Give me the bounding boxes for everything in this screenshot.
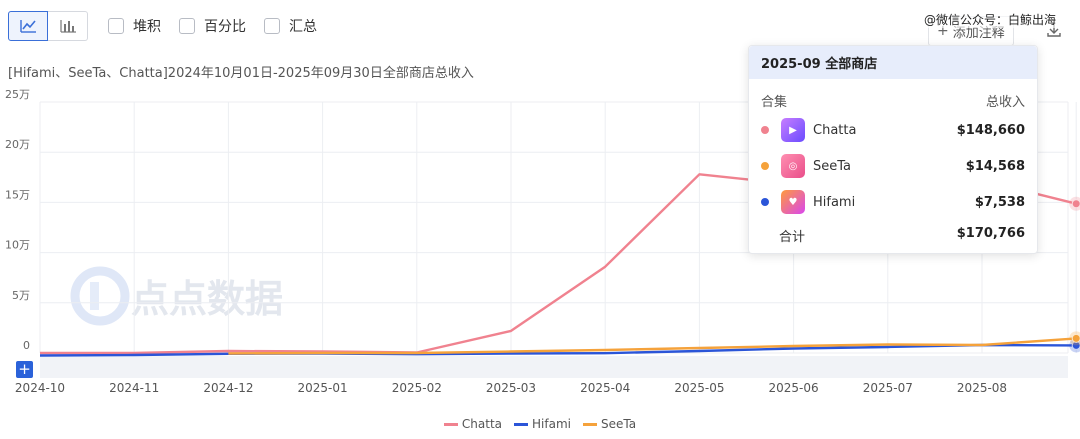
plus-icon: + [937, 23, 949, 39]
y-tick-label: 0 [23, 339, 30, 352]
x-tick-label: 2025-08 [957, 381, 1007, 395]
brand-watermark-text: 点点数据 [131, 277, 283, 321]
tooltip-row-seeta: ◎ SeeTa $14,568 [749, 153, 1037, 179]
legend-swatch [582, 422, 597, 426]
tooltip-row-value: $7,538 [974, 194, 1025, 210]
x-axis: 2024-10 2024-11 2024-12 2025-01 2025-02 2025-… [15, 381, 1007, 395]
percentage-checkbox[interactable]: 百分比 [179, 16, 246, 36]
tooltip-row-name: Hifami [813, 194, 856, 210]
legend-item[interactable]: Hifami [514, 417, 571, 431]
y-tick-label: 5万 [12, 289, 30, 302]
y-tick-label: 20万 [5, 138, 30, 151]
legend-item[interactable]: SeeTa [582, 417, 637, 431]
chatta-app-icon: ▶ [781, 118, 805, 142]
stacked-checkbox[interactable]: 堆积 [108, 16, 161, 36]
tooltip-row-value: $14,568 [965, 158, 1025, 174]
line-chart-toggle[interactable] [8, 11, 48, 41]
tooltip-row-name: SeeTa [813, 158, 852, 174]
wechat-watermark: @微信公众号：白鲸出海 [924, 11, 1057, 28]
stacked-label: 堆积 [133, 19, 161, 35]
series-line-hifami [39, 343, 1077, 357]
tooltip-columns: 合集 总收入 [749, 79, 1037, 110]
chart-subtitle: [Hifami、SeeTa、Chatta]2024年10月01日-2025年09… [8, 66, 474, 81]
series-dot [761, 198, 769, 206]
checkbox-box[interactable] [179, 18, 195, 34]
series-line-seeta [228, 337, 1077, 355]
tooltip-row-chatta: ▶ Chatta $148,660 [749, 117, 1037, 143]
data-point-halo [1069, 196, 1080, 211]
range-slider[interactable] [40, 356, 1068, 378]
tooltip-row-value: $148,660 [956, 122, 1025, 138]
data-point [1071, 199, 1080, 209]
legend-label: Hifami [532, 417, 571, 431]
tooltip-total-label: 合计 [779, 230, 806, 245]
data-point-halo [1069, 331, 1080, 346]
x-tick-label: 2025-04 [580, 381, 630, 395]
chart-legend: Chatta Hifami SeeTa [0, 417, 1080, 431]
y-tick-label: 25万 [5, 88, 30, 101]
tooltip-col-right: 总收入 [985, 95, 1025, 110]
data-tooltip: 2025-09 全部商店 合集 总收入 ▶ Chatta $148,660 ◎ … [748, 45, 1038, 254]
tooltip-row-hifami: ♥ Hifami $7,538 [749, 189, 1037, 215]
percentage-label: 百分比 [204, 19, 246, 35]
bar-chart-toggle[interactable] [48, 11, 88, 41]
legend-swatch [443, 422, 458, 426]
y-tick-label: 15万 [5, 188, 30, 201]
x-tick-label: 2025-06 [769, 381, 819, 395]
legend-swatch [514, 422, 529, 426]
bar-chart-icon [59, 20, 76, 33]
summary-label: 汇总 [289, 19, 317, 35]
y-tick-label: 10万 [5, 239, 30, 252]
x-tick-label: 2024-10 [15, 381, 65, 395]
checkbox-box[interactable] [108, 18, 124, 34]
data-point [1071, 333, 1080, 343]
x-tick-label: 2025-02 [392, 381, 442, 395]
add-note-label: 添加注释 [952, 25, 1005, 41]
x-tick-label: 2025-01 [298, 381, 348, 395]
x-tick-label: 2025-03 [486, 381, 536, 395]
legend-item[interactable]: Chatta [443, 417, 503, 431]
chart-toolbar: 堆积 百分比 汇总 [8, 10, 317, 42]
x-tick-label: 2024-12 [203, 381, 253, 395]
brand-watermark: 点点数据 [70, 266, 283, 326]
tooltip-title: 2025-09 全部商店 [749, 46, 1037, 79]
checkbox-box[interactable] [264, 18, 280, 34]
x-tick-label: 2025-05 [674, 381, 724, 395]
series-dot [761, 162, 769, 170]
tooltip-col-left: 合集 [761, 95, 788, 110]
legend-label: Chatta [461, 417, 503, 431]
tooltip-row-name: Chatta [813, 122, 857, 138]
x-tick-label: 2024-11 [109, 381, 159, 395]
y-axis: 0 5万 10万 15万 20万 25万 [5, 88, 30, 352]
tooltip-total-value: $170,766 [956, 226, 1025, 241]
series-dot [761, 126, 769, 134]
hifami-app-icon: ♥ [781, 190, 805, 214]
summary-checkbox[interactable]: 汇总 [264, 16, 317, 36]
expand-button[interactable]: + [16, 361, 33, 378]
line-chart-icon [20, 20, 36, 33]
seeta-app-icon: ◎ [781, 154, 805, 178]
x-tick-label: 2025-07 [863, 381, 913, 395]
legend-label: SeeTa [600, 417, 637, 431]
